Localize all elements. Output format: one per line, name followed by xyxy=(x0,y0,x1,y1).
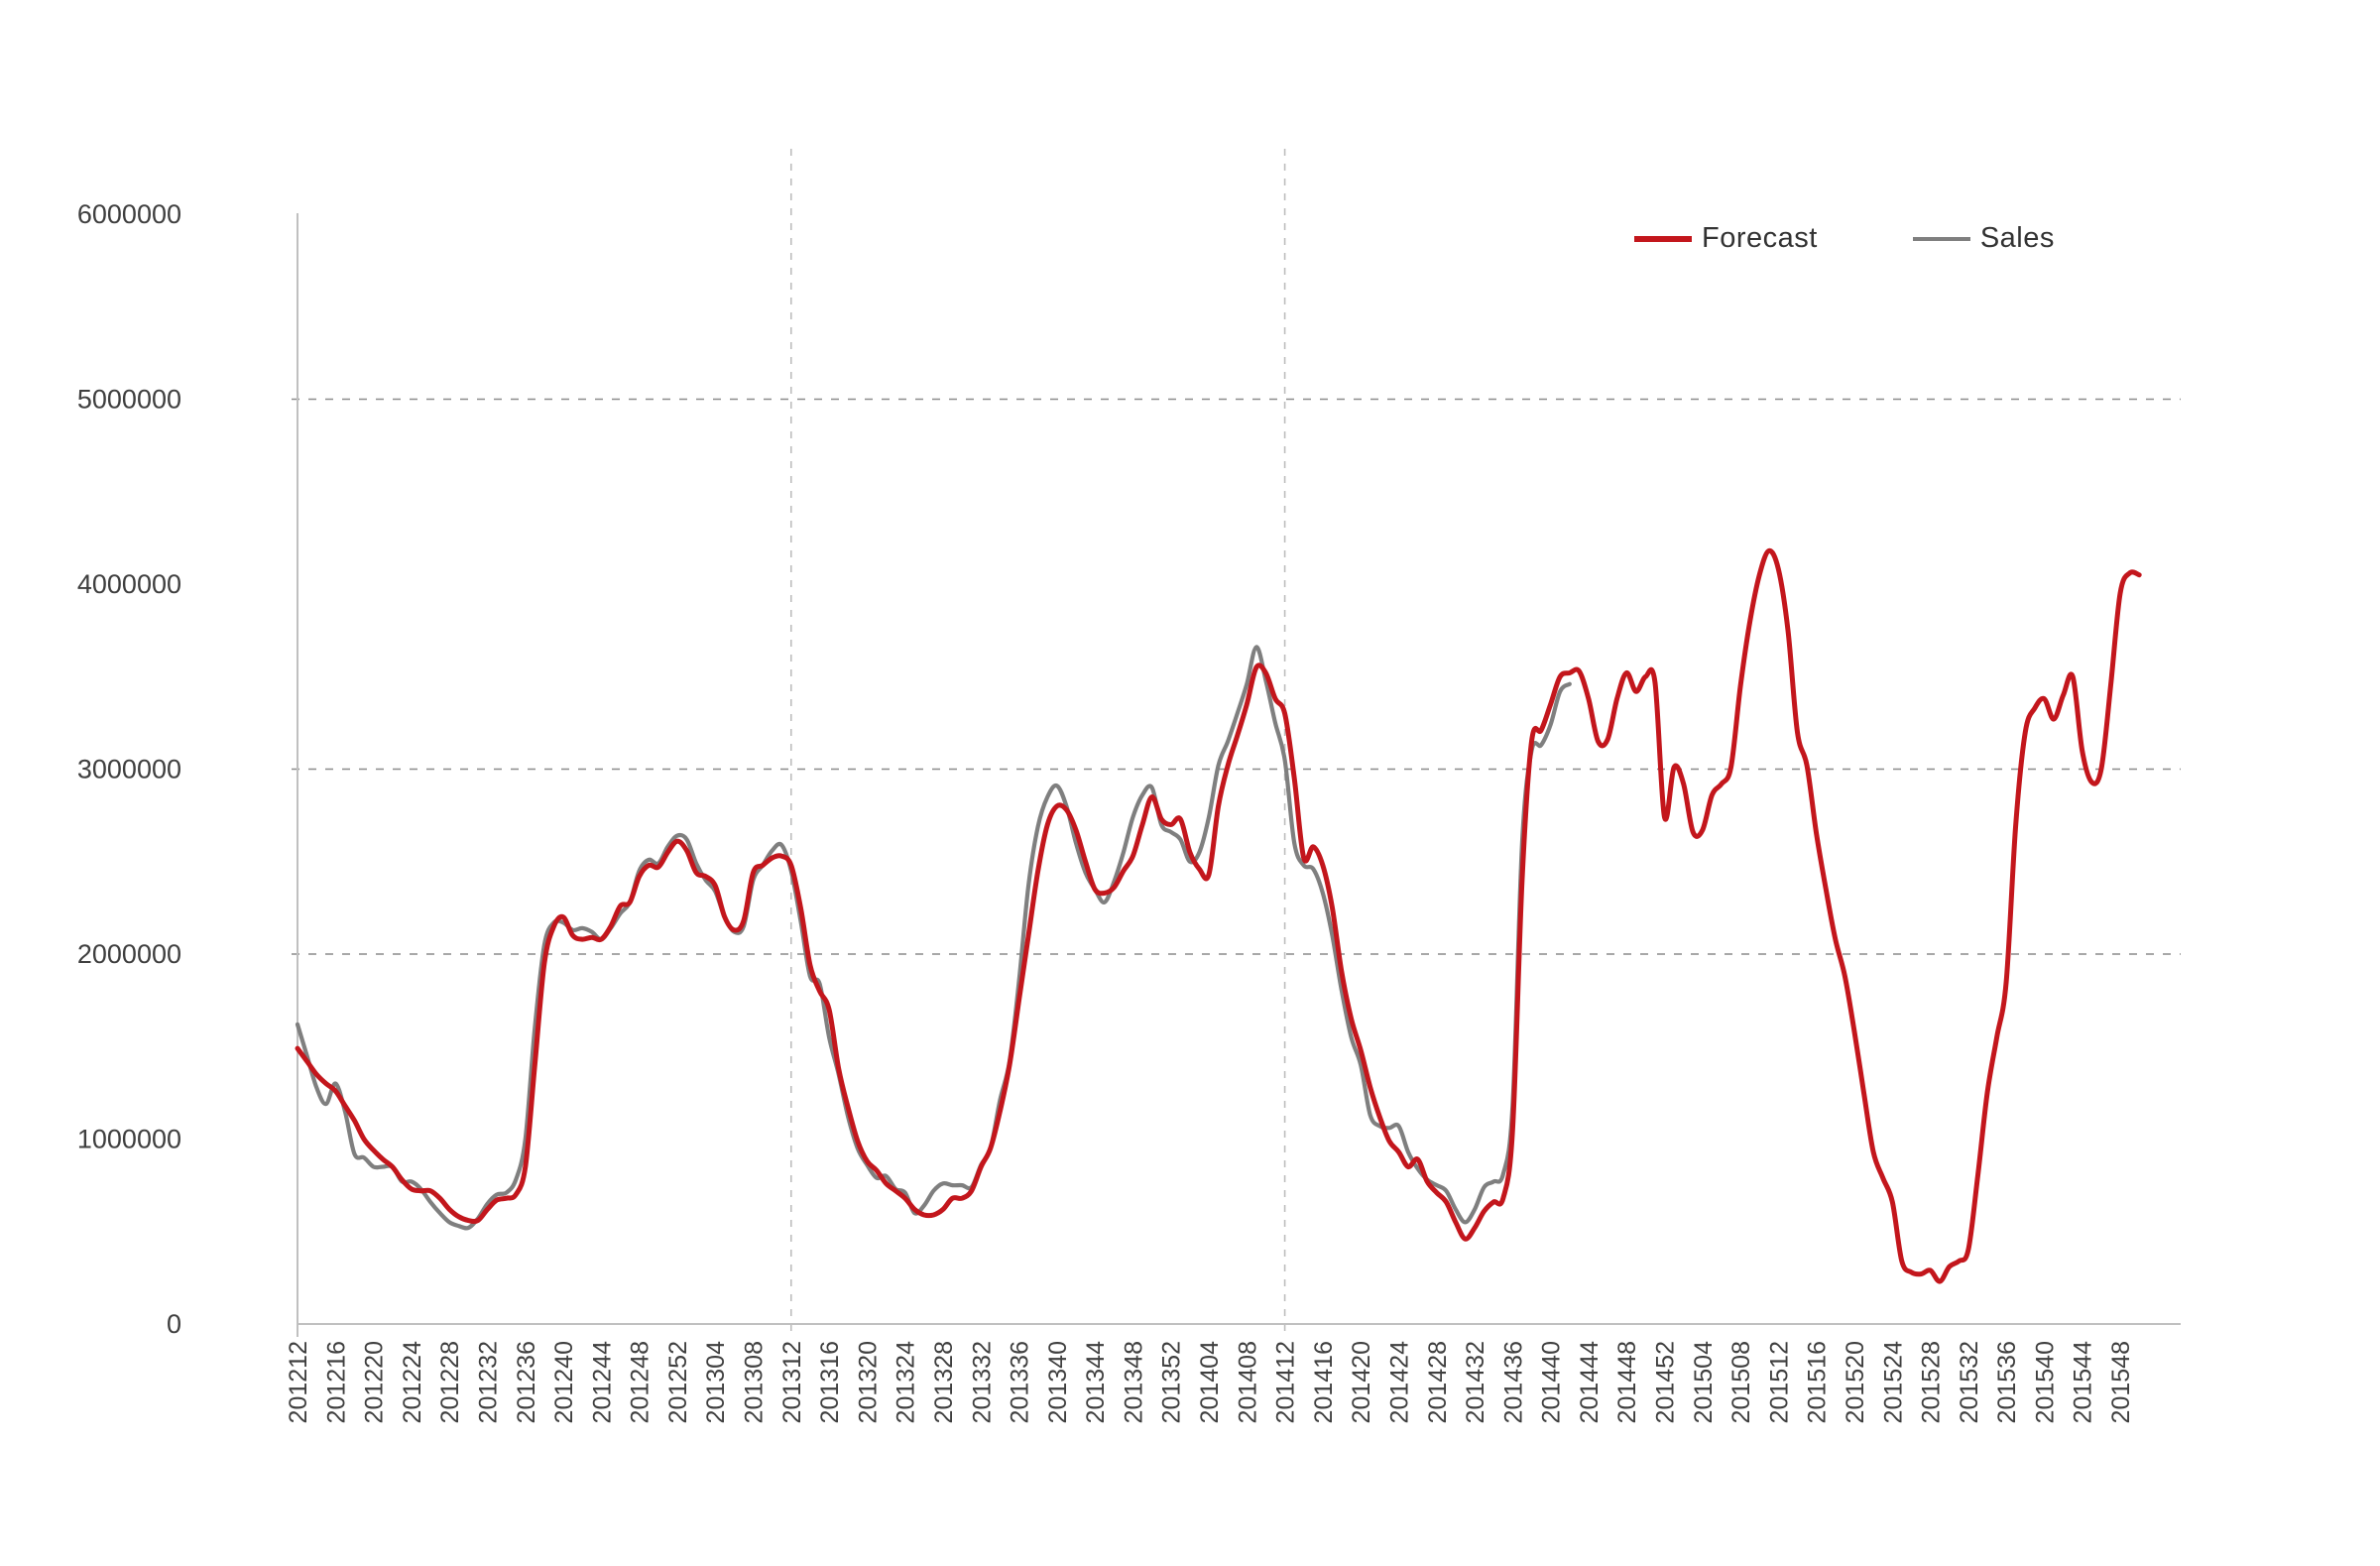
x-axis-tick-label: 201504 xyxy=(1690,1341,1718,1424)
x-axis-tick-label: 201536 xyxy=(1993,1341,2021,1423)
forecast-line xyxy=(295,547,2142,1284)
x-axis-tick-label: 201512 xyxy=(1765,1341,1793,1423)
sales-line-swatch xyxy=(1912,236,1970,241)
x-axis-tick-label: 201420 xyxy=(1348,1341,1375,1423)
x-axis-tick-label: 201424 xyxy=(1385,1341,1413,1424)
x-axis-tick-label: 201516 xyxy=(1804,1341,1832,1423)
x-axis-tick-label: 201540 xyxy=(2031,1341,2059,1423)
x-axis-tick-label: 201532 xyxy=(1956,1341,1983,1423)
x-axis-tick-label: 201228 xyxy=(436,1341,464,1423)
y-axis-tick-label: 0 xyxy=(167,1309,181,1339)
x-axis-tick-label: 201444 xyxy=(1576,1341,1604,1424)
x-axis-tick-label: 201416 xyxy=(1310,1341,1338,1423)
x-axis-tick-label: 201316 xyxy=(816,1341,844,1423)
x-axis-tick-label: 201312 xyxy=(778,1341,806,1423)
legend-item-sales: Sales xyxy=(1912,222,2055,255)
x-axis-tick-label: 201252 xyxy=(664,1341,692,1423)
x-axis-tick-label: 201524 xyxy=(1879,1341,1907,1424)
x-axis-tick-label: 201528 xyxy=(1918,1341,1946,1423)
sales-line xyxy=(295,645,1572,1231)
chart-legend: Forecast Sales xyxy=(1634,222,2055,255)
x-axis-tick-label: 201336 xyxy=(1007,1341,1034,1423)
x-axis-labels: 201212 201216 201220 201224 201228 201232 2012… xyxy=(285,1341,2135,1424)
x-axis-tick-label: 201508 xyxy=(1727,1341,1755,1423)
horizontal-gridlines xyxy=(292,398,2181,955)
y-axis-tick-label: 6000000 xyxy=(77,199,181,229)
x-axis-tick-label: 201548 xyxy=(2107,1341,2135,1423)
x-axis-tick-label: 201328 xyxy=(930,1341,958,1423)
x-axis-tick-label: 201248 xyxy=(627,1341,654,1423)
x-axis-tick-label: 201244 xyxy=(588,1341,616,1424)
x-axis-tick-label: 201448 xyxy=(1613,1341,1641,1423)
legend-item-forecast: Forecast xyxy=(1634,222,1818,255)
x-axis-tick-label: 201240 xyxy=(550,1341,578,1423)
x-axis-tick-label: 201212 xyxy=(285,1341,312,1423)
x-axis-tick-label: 201436 xyxy=(1499,1341,1527,1423)
x-axis-tick-label: 201408 xyxy=(1234,1341,1261,1423)
x-axis-tick-label: 201440 xyxy=(1538,1341,1566,1423)
y-axis-tick-label: 3000000 xyxy=(77,755,181,784)
x-axis-tick-label: 201304 xyxy=(702,1341,730,1424)
x-axis-tick-label: 201332 xyxy=(968,1341,996,1423)
x-axis-tick-label: 201220 xyxy=(361,1341,389,1423)
vertical-gridlines xyxy=(789,149,1286,1336)
x-axis-tick-label: 201324 xyxy=(892,1341,920,1424)
x-axis-tick-label: 201344 xyxy=(1082,1341,1110,1424)
x-axis-tick-label: 201404 xyxy=(1196,1341,1224,1424)
x-axis-tick-label: 201216 xyxy=(322,1341,350,1423)
x-axis-tick-label: 201348 xyxy=(1120,1341,1147,1423)
x-axis-tick-label: 201224 xyxy=(399,1341,426,1424)
y-axis-tick-label: 2000000 xyxy=(77,939,181,969)
y-axis-labels: 6000000 5000000 4000000 3000000 2000000 10000… xyxy=(77,199,181,1339)
x-axis-tick-label: 201352 xyxy=(1158,1341,1186,1423)
x-axis-tick-label: 201232 xyxy=(474,1341,502,1423)
x-axis-tick-label: 201428 xyxy=(1424,1341,1452,1423)
x-axis-tick-label: 201320 xyxy=(854,1341,882,1423)
x-axis-tick-label: 201340 xyxy=(1044,1341,1072,1423)
y-axis-tick-label: 4000000 xyxy=(77,569,181,599)
sales-legend-label: Sales xyxy=(1979,222,2055,254)
forecast-line-swatch xyxy=(1634,235,1692,242)
x-axis-tick-label: 201432 xyxy=(1462,1341,1489,1423)
x-axis-tick-label: 201520 xyxy=(1842,1341,1869,1423)
x-axis-tick-label: 201452 xyxy=(1652,1341,1680,1423)
x-axis-tick-label: 201308 xyxy=(741,1341,769,1423)
x-axis-tick-label: 201544 xyxy=(2070,1341,2097,1424)
x-axis-tick-label: 201236 xyxy=(513,1341,540,1423)
forecast-legend-label: Forecast xyxy=(1702,222,1818,254)
x-axis-tick-label: 201412 xyxy=(1272,1341,1300,1423)
y-axis-tick-label: 1000000 xyxy=(77,1125,181,1154)
y-axis-tick-label: 5000000 xyxy=(77,385,181,415)
